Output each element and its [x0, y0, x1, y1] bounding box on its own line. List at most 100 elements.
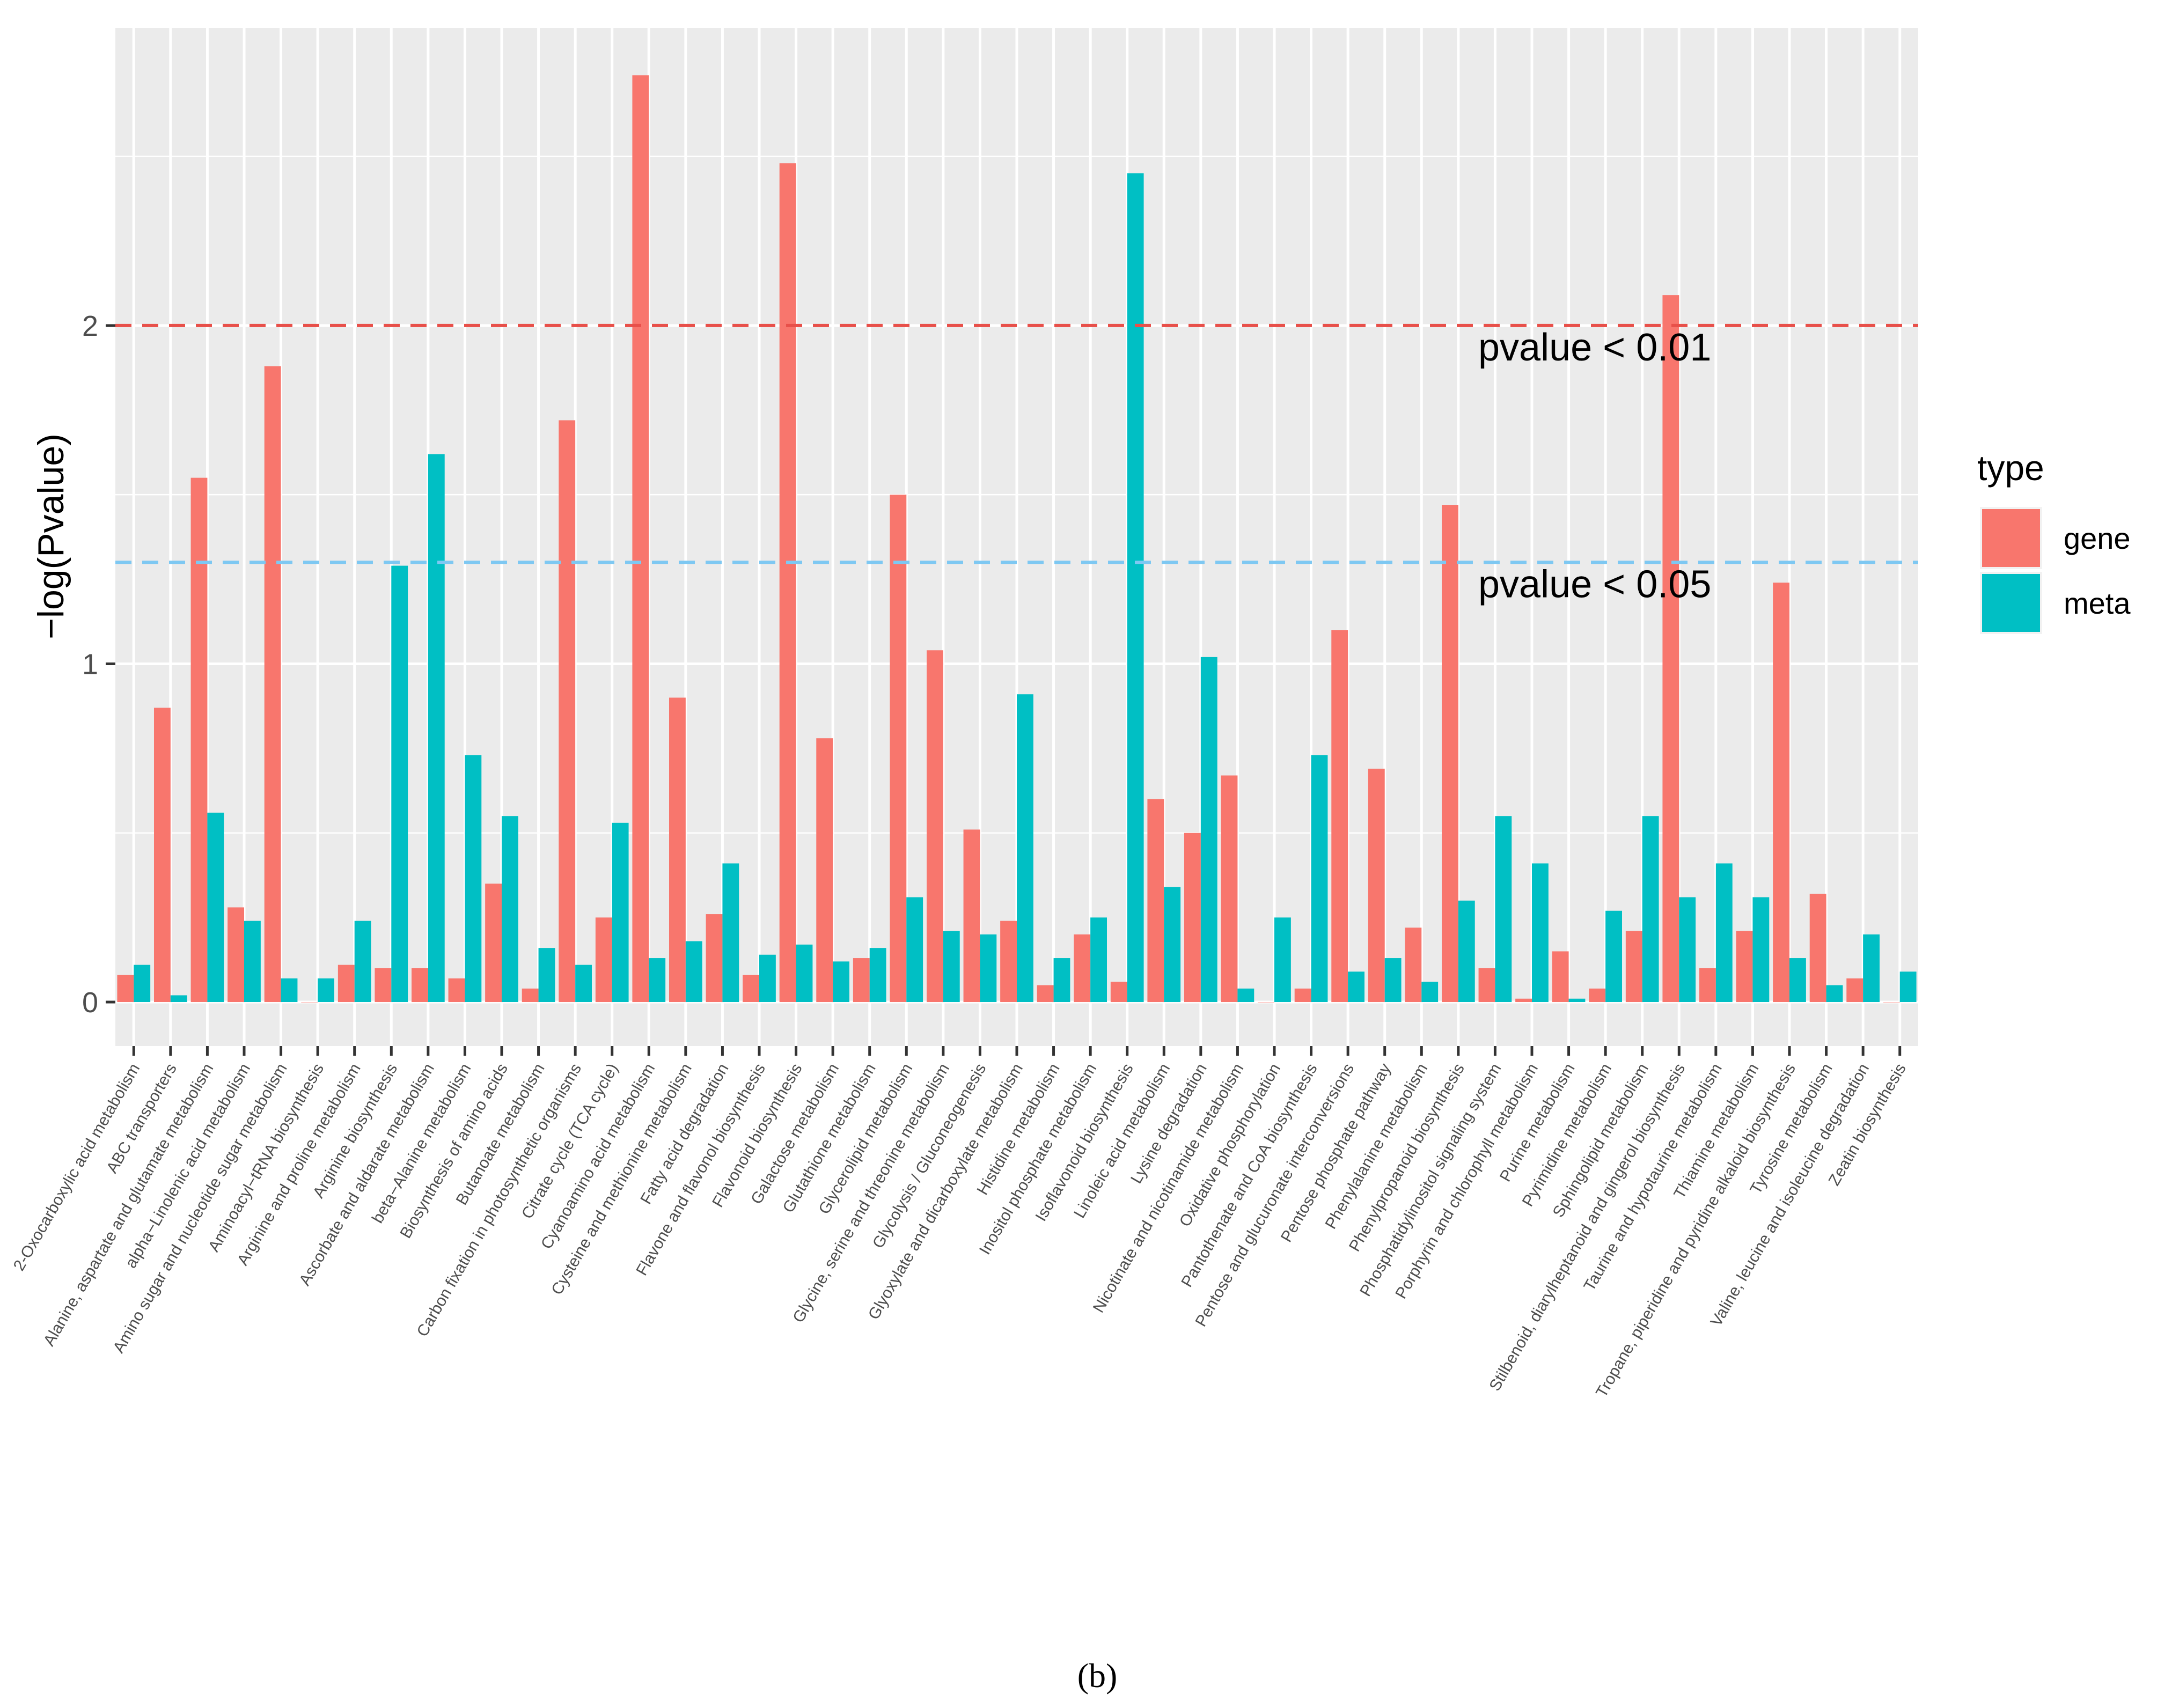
y-tick-label: 2 — [82, 310, 98, 342]
annotation-p005: pvalue < 0.05 — [1478, 563, 1711, 606]
bar-meta — [833, 961, 849, 1003]
bar-gene — [1184, 833, 1201, 1003]
bar-gene — [779, 163, 796, 1003]
bar-meta — [759, 954, 776, 1003]
bar-meta — [649, 958, 666, 1003]
bar-meta — [1348, 971, 1364, 1003]
bar-meta — [1200, 657, 1217, 1003]
bar-meta — [1899, 971, 1917, 1003]
bar-gene — [448, 978, 465, 1003]
bar-meta — [1826, 985, 1843, 1003]
bar-gene — [559, 420, 576, 1003]
bar-gene — [522, 988, 539, 1003]
bar-gene — [927, 650, 943, 1003]
bar-gene — [1221, 775, 1238, 1003]
bar-gene — [1294, 988, 1311, 1003]
bar-meta — [1789, 958, 1806, 1003]
bar-meta — [1127, 173, 1144, 1003]
bar-gene — [1809, 894, 1826, 1003]
x-tick-label: Cysteine and methionine metabolism — [548, 1061, 695, 1298]
bar-meta — [1053, 958, 1070, 1003]
legend-key-meta — [1982, 574, 2040, 632]
bar-meta — [318, 978, 334, 1003]
bar-gene — [1699, 968, 1716, 1003]
bar-meta — [796, 944, 813, 1003]
bar-meta — [575, 965, 592, 1003]
bar-gene — [1037, 985, 1054, 1003]
bar-gene — [1147, 799, 1164, 1003]
bar-gene — [1846, 978, 1863, 1003]
bar-gene — [117, 975, 134, 1003]
bar-gene — [264, 366, 281, 1003]
x-tick-label: Alanine, aspartate and glutamate metabol… — [40, 1061, 217, 1349]
bar-gene — [706, 914, 723, 1003]
bar-meta — [1164, 887, 1181, 1003]
bar-gene — [1258, 1002, 1274, 1003]
bar-meta — [502, 816, 518, 1003]
bar-gene — [375, 968, 392, 1003]
bar-gene — [301, 1002, 318, 1003]
bar-gene — [1331, 630, 1348, 1003]
bar-gene — [1478, 968, 1495, 1003]
bar-meta — [281, 978, 298, 1003]
bar-meta — [1421, 982, 1439, 1003]
bar-meta — [1715, 863, 1733, 1003]
bar-gene — [338, 965, 355, 1003]
bar-meta — [465, 755, 482, 1003]
bar-meta — [428, 454, 445, 1003]
bar-gene — [412, 968, 428, 1003]
y-tick-label: 0 — [82, 986, 98, 1019]
bar-meta — [1642, 816, 1659, 1003]
bar-meta — [1311, 755, 1328, 1003]
bar-gene — [1515, 998, 1532, 1003]
bar-meta — [722, 863, 739, 1003]
bar-gene — [1552, 951, 1569, 1003]
bar-gene — [1000, 921, 1017, 1003]
y-axis-title: −log(Pvalue) — [31, 433, 71, 639]
bar-meta — [1568, 998, 1586, 1003]
bar-meta — [612, 822, 629, 1003]
bar-gene — [1074, 934, 1091, 1003]
bar-gene — [1736, 931, 1753, 1003]
bar-meta — [244, 921, 261, 1003]
legend-label-gene: gene — [2064, 521, 2131, 555]
bar-meta — [869, 948, 886, 1003]
bar-gene — [228, 907, 244, 1003]
bars — [117, 75, 1917, 1003]
bar-meta — [685, 941, 702, 1003]
bar-meta — [1384, 958, 1402, 1003]
bar-gene — [853, 958, 870, 1003]
bar-gene — [743, 975, 759, 1003]
legend-key-gene — [1982, 509, 2040, 567]
bar-meta — [1752, 897, 1770, 1003]
bar-gene — [1368, 768, 1385, 1003]
bar-meta — [1605, 910, 1622, 1003]
legend: type gene meta — [1977, 448, 2131, 634]
bar-meta — [1863, 934, 1880, 1003]
bar-gene — [190, 477, 208, 1003]
bar-meta — [1679, 897, 1696, 1003]
bar-gene — [816, 738, 833, 1003]
bar-meta — [134, 965, 151, 1003]
legend-title: type — [1977, 448, 2044, 488]
bar-gene — [485, 884, 502, 1003]
bar-meta — [1495, 816, 1512, 1003]
bar-gene — [595, 917, 612, 1003]
bar-meta — [1090, 917, 1107, 1003]
bar-meta — [1458, 900, 1475, 1003]
reference-lines: pvalue < 0.01 pvalue < 0.05 — [115, 323, 1918, 606]
bar-meta — [391, 565, 408, 1003]
bar-meta — [170, 995, 187, 1003]
bar-gene — [669, 697, 686, 1003]
bar-gene — [1110, 982, 1127, 1003]
bar-gene — [1405, 927, 1422, 1003]
bar-meta — [980, 934, 997, 1003]
figure-caption: (b) — [1077, 1657, 1118, 1695]
bar-meta — [207, 812, 224, 1003]
y-tick-label: 1 — [82, 648, 98, 680]
bar-meta — [906, 897, 923, 1003]
bar-meta — [1532, 863, 1549, 1003]
bar-gene — [1662, 295, 1679, 1003]
